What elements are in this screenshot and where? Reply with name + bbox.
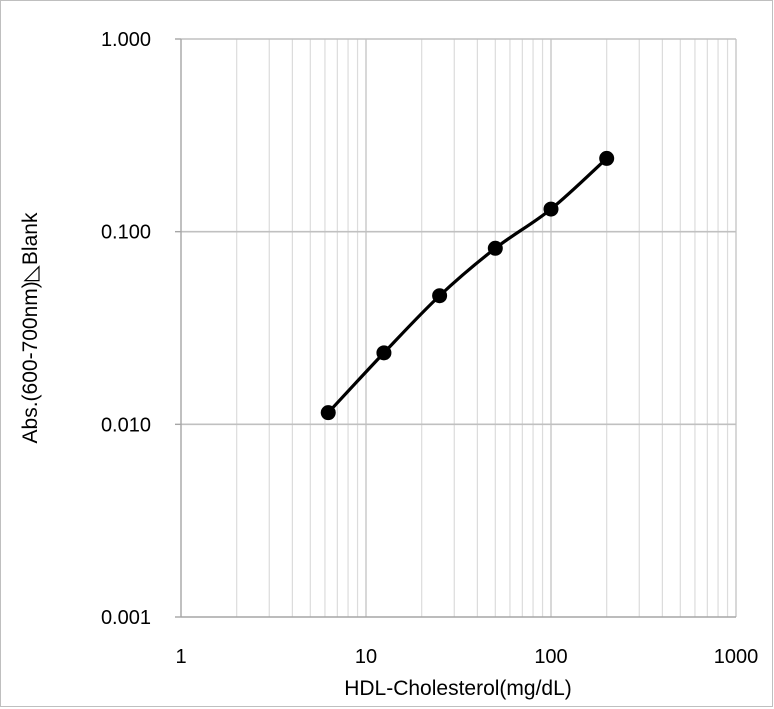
series xyxy=(320,150,615,421)
data-point xyxy=(599,150,615,166)
x-tick-labels: 1 10 100 1000 xyxy=(175,646,758,668)
y-tick-labels: 0.001 0.010 0.100 1.000 xyxy=(101,29,151,629)
x-tick-label: 1 xyxy=(175,646,186,668)
data-point xyxy=(543,201,559,217)
minor-gridlines xyxy=(236,39,729,617)
major-gridlines xyxy=(181,38,737,617)
x-tick-label: 100 xyxy=(534,646,567,668)
data-point xyxy=(320,405,336,421)
y-tick-label: 0.100 xyxy=(101,222,151,244)
x-tick-label: 1000 xyxy=(714,646,759,668)
x-tick-label: 10 xyxy=(355,646,377,668)
y-tick-label: 1.000 xyxy=(101,29,151,51)
x-axis-title: HDL-Cholesterol(mg/dL) xyxy=(344,677,572,700)
data-point xyxy=(376,345,392,361)
data-point xyxy=(432,288,448,304)
axes xyxy=(175,38,736,618)
y-tick-label: 0.001 xyxy=(101,607,151,629)
y-axis-title: Abs.(600-700nm)◺Blank xyxy=(19,212,42,443)
data-point xyxy=(487,240,503,256)
series-line xyxy=(327,157,608,414)
y-tick-label: 0.010 xyxy=(101,414,151,436)
